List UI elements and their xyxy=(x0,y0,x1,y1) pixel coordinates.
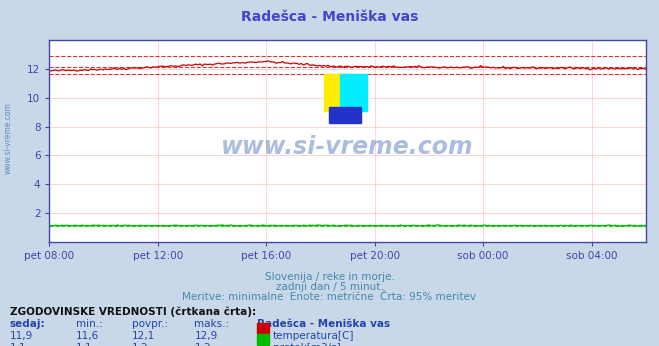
Bar xyxy=(324,74,351,111)
Text: www.si-vreme.com: www.si-vreme.com xyxy=(221,135,474,159)
Text: 1,1: 1,1 xyxy=(76,343,92,346)
Text: 1,2: 1,2 xyxy=(132,343,148,346)
Text: 12,9: 12,9 xyxy=(194,331,217,342)
Text: Radešca - Meniška vas: Radešca - Meniška vas xyxy=(257,319,390,329)
Text: 11,6: 11,6 xyxy=(76,331,99,342)
Text: 11,9: 11,9 xyxy=(10,331,33,342)
Text: 1,2: 1,2 xyxy=(194,343,211,346)
Text: Meritve: minimalne  Enote: metrične  Črta: 95% meritev: Meritve: minimalne Enote: metrične Črta:… xyxy=(183,292,476,302)
Text: www.si-vreme.com: www.si-vreme.com xyxy=(3,102,13,174)
Text: sedaj:: sedaj: xyxy=(10,319,45,329)
Text: povpr.:: povpr.: xyxy=(132,319,168,329)
Text: zadnji dan / 5 minut.: zadnji dan / 5 minut. xyxy=(275,282,384,292)
Text: min.:: min.: xyxy=(76,319,103,329)
Text: Slovenija / reke in morje.: Slovenija / reke in morje. xyxy=(264,272,395,282)
Text: temperatura[C]: temperatura[C] xyxy=(273,331,355,342)
Text: pretok[m3/s]: pretok[m3/s] xyxy=(273,343,341,346)
Text: 1,1: 1,1 xyxy=(10,343,26,346)
Bar xyxy=(329,107,361,124)
Text: ZGODOVINSKE VREDNOSTI (črtkana črta):: ZGODOVINSKE VREDNOSTI (črtkana črta): xyxy=(10,306,256,317)
Text: maks.:: maks.: xyxy=(194,319,229,329)
Text: Radešca - Meniška vas: Radešca - Meniška vas xyxy=(241,10,418,24)
Text: 12,1: 12,1 xyxy=(132,331,155,342)
Bar xyxy=(340,74,366,111)
